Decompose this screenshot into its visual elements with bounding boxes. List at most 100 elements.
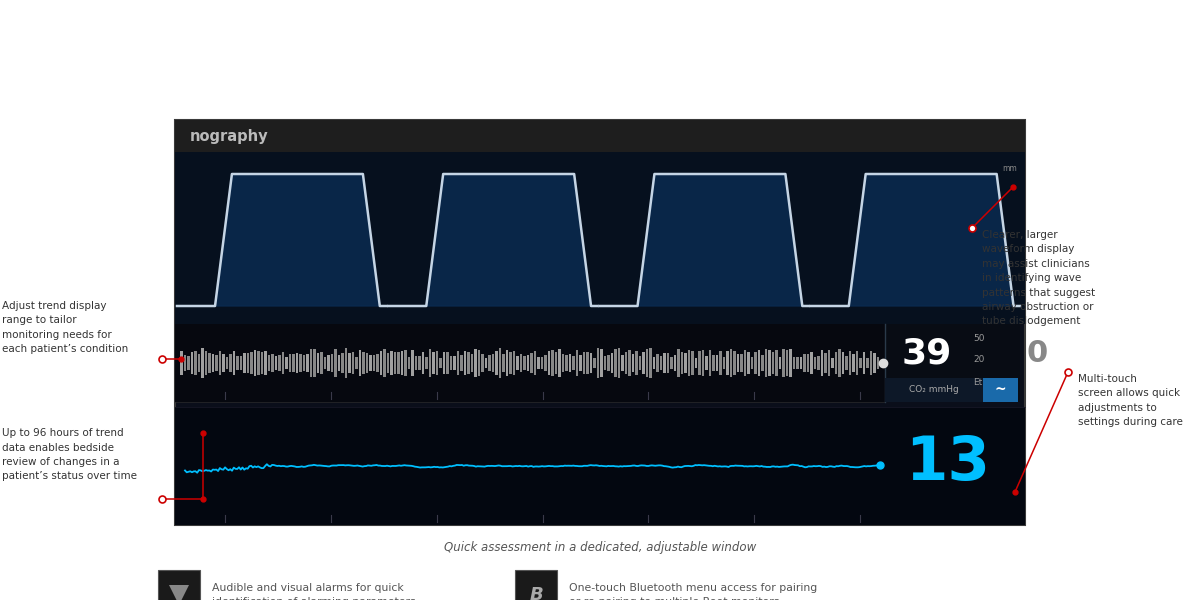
Bar xyxy=(719,352,721,374)
Bar xyxy=(286,357,288,369)
Text: mm: mm xyxy=(1002,164,1018,173)
Bar xyxy=(394,352,396,374)
Bar xyxy=(478,350,480,376)
Bar xyxy=(624,352,628,374)
Bar xyxy=(691,350,694,376)
Bar xyxy=(383,349,385,377)
Bar xyxy=(191,352,193,374)
Bar xyxy=(288,353,292,373)
Bar xyxy=(852,354,854,372)
Bar xyxy=(744,350,746,376)
Polygon shape xyxy=(178,174,386,306)
Bar xyxy=(786,350,788,376)
Bar xyxy=(509,352,511,374)
Bar xyxy=(295,353,298,373)
Bar xyxy=(211,354,214,372)
Bar xyxy=(799,356,802,370)
Text: 39: 39 xyxy=(902,337,952,371)
Bar xyxy=(366,353,368,373)
Bar xyxy=(324,357,326,369)
Bar xyxy=(635,350,637,376)
Bar xyxy=(432,352,434,374)
Bar xyxy=(838,349,840,377)
Bar xyxy=(390,352,392,374)
Bar xyxy=(722,357,725,369)
Bar xyxy=(260,352,263,374)
Text: 50: 50 xyxy=(973,334,984,343)
Bar xyxy=(792,357,796,369)
Bar xyxy=(677,349,679,377)
Bar xyxy=(222,353,224,373)
Bar xyxy=(834,352,838,374)
Bar xyxy=(202,348,204,378)
Bar xyxy=(348,353,350,373)
Bar xyxy=(404,350,407,376)
Bar xyxy=(695,358,697,368)
Bar xyxy=(656,354,659,372)
Bar xyxy=(229,354,232,372)
Bar xyxy=(856,352,858,374)
Bar xyxy=(544,355,546,371)
Bar xyxy=(233,350,235,376)
Text: Quick assessment in a dedicated, adjustable window: Quick assessment in a dedicated, adjusta… xyxy=(444,541,756,553)
Bar xyxy=(218,351,221,375)
Bar xyxy=(414,356,418,370)
Bar xyxy=(244,353,246,373)
Bar xyxy=(841,352,844,374)
Bar xyxy=(421,352,424,374)
Bar xyxy=(264,351,266,375)
Text: 20: 20 xyxy=(973,355,984,364)
Bar xyxy=(558,349,560,377)
Bar xyxy=(845,356,847,370)
Bar xyxy=(607,355,610,371)
Bar xyxy=(660,356,662,370)
Polygon shape xyxy=(811,174,1020,306)
Bar xyxy=(278,355,281,371)
Bar xyxy=(803,354,805,372)
Bar xyxy=(215,355,217,371)
Bar xyxy=(562,354,564,372)
Bar xyxy=(317,353,319,373)
Bar xyxy=(830,358,834,368)
Bar xyxy=(586,352,588,374)
Bar xyxy=(824,353,827,373)
Bar xyxy=(642,352,644,374)
Bar xyxy=(680,352,683,374)
Bar xyxy=(362,352,365,374)
Bar xyxy=(240,356,242,370)
Bar xyxy=(779,357,781,369)
Bar xyxy=(341,353,343,373)
Bar xyxy=(775,350,778,376)
Bar xyxy=(175,324,886,402)
Bar xyxy=(646,349,648,377)
Bar xyxy=(576,350,578,376)
Bar xyxy=(580,355,582,371)
Bar xyxy=(463,351,466,375)
Bar xyxy=(175,120,1025,525)
Bar xyxy=(175,152,1025,324)
Bar xyxy=(702,350,704,376)
Bar xyxy=(502,355,504,371)
Bar xyxy=(859,358,862,368)
Bar xyxy=(715,355,718,371)
Bar xyxy=(750,357,754,369)
Bar xyxy=(408,357,410,369)
Bar xyxy=(330,354,334,372)
Bar xyxy=(604,356,606,370)
Bar xyxy=(418,356,420,370)
Bar xyxy=(666,353,670,373)
Bar xyxy=(761,355,763,371)
Bar xyxy=(817,356,820,370)
Bar xyxy=(764,349,767,377)
Bar xyxy=(515,570,557,600)
Bar xyxy=(467,352,469,374)
Bar xyxy=(512,351,515,375)
Text: One-touch Bluetooth menu access for pairing
or re-pairing to multiple Root monit: One-touch Bluetooth menu access for pair… xyxy=(569,583,817,600)
Bar xyxy=(425,357,427,369)
Bar xyxy=(412,350,414,376)
Bar xyxy=(208,353,210,373)
Bar xyxy=(554,352,557,374)
Bar xyxy=(520,354,522,372)
Text: 13: 13 xyxy=(905,434,990,493)
Bar xyxy=(593,358,595,368)
